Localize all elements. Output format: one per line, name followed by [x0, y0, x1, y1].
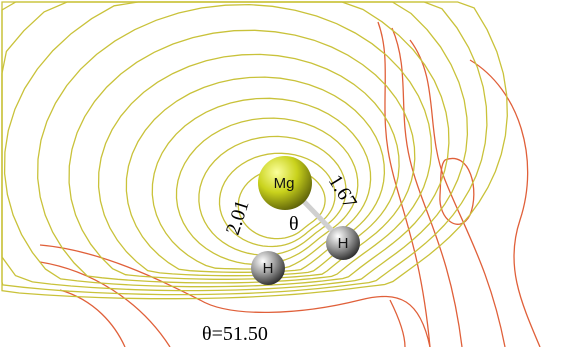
figure: Mg H H 2.01 1.67 θ θ=51.50 [0, 0, 568, 347]
angle-label: θ [289, 213, 299, 235]
page: {"atoms": [{"label": "Mg"}, {"label": "H… [0, 0, 568, 347]
contour-line [69, 30, 415, 279]
contour-line [390, 300, 405, 347]
contour-line [38, 5, 432, 283]
atom-label: H [263, 260, 274, 277]
caption: θ=51.50 [202, 323, 268, 345]
contour-line [40, 262, 170, 347]
contour-line [378, 22, 430, 347]
contour-line [470, 60, 540, 347]
atom-label: Mg [274, 175, 295, 192]
bond-label: 2.01 [222, 197, 254, 237]
atom-label: H [338, 235, 349, 252]
